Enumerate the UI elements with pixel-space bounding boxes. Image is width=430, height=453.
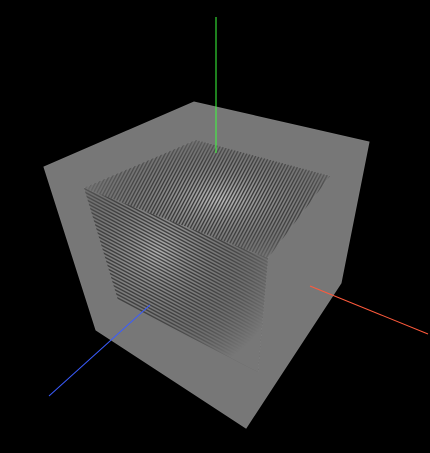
axes-helper <box>48 17 429 397</box>
cube-outline <box>43 101 370 429</box>
z-axis-line <box>48 304 151 397</box>
x-axis-line <box>309 285 429 335</box>
cube-top-face-fade <box>84 140 330 258</box>
cube-left-face-fade <box>84 188 268 372</box>
cube-mesh[interactable] <box>43 101 370 429</box>
